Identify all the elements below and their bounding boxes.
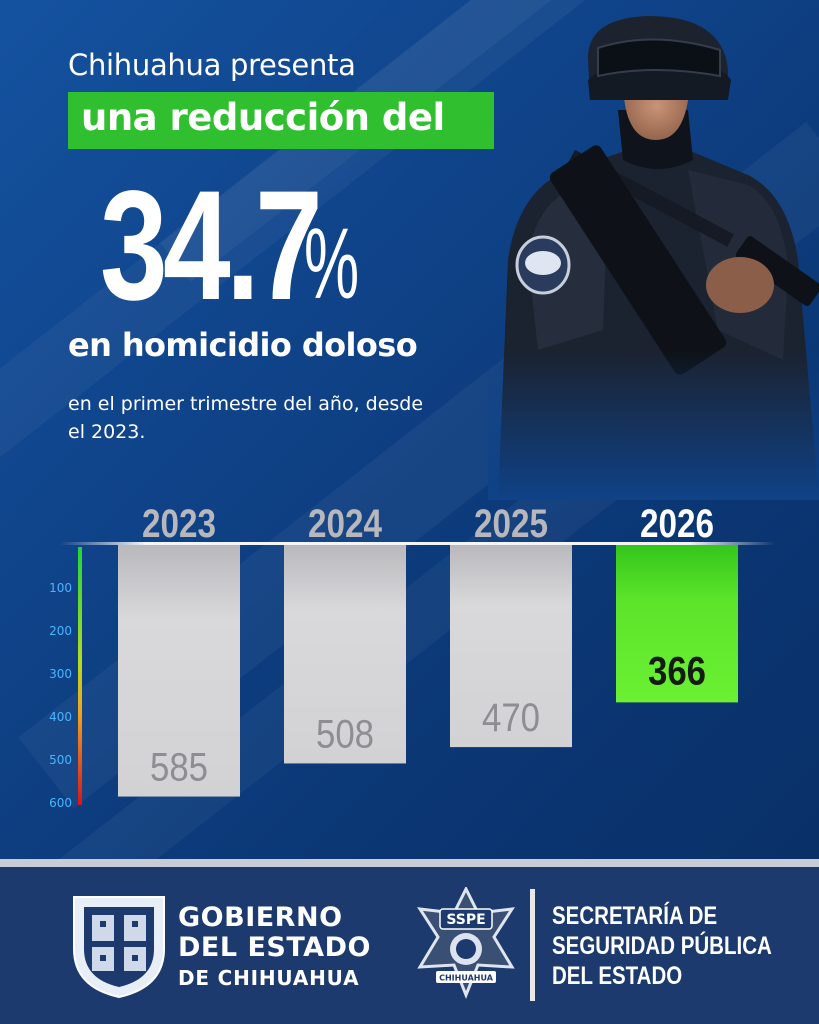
secretariat-wordmark: SECRETARÍA DE SEGURIDAD PÚBLICA DEL ESTA… [552, 901, 772, 991]
hero-panel: Chihuahua presenta una reducción del 34.… [0, 0, 819, 860]
sec-line-2: SEGURIDAD PÚBLICA [552, 932, 772, 960]
period-note: en el primer trimestre del año, desde el… [68, 393, 424, 443]
bar-2023 [118, 545, 240, 797]
gov-line-3: DE CHIHUAHUA [178, 966, 360, 990]
value-label-2024: 508 [316, 712, 374, 756]
value-label-2026: 366 [648, 649, 706, 693]
category-label-2025: 2025 [474, 502, 548, 546]
officer-photo [488, 0, 819, 500]
gov-line-2: DEL ESTADO [178, 932, 371, 963]
y-tick-label: 300 [49, 667, 72, 681]
value-label-2025: 470 [482, 696, 540, 740]
y-tick-label: 200 [49, 624, 72, 638]
bar-2025 [450, 545, 572, 748]
badge-text: SSPE [446, 912, 485, 928]
y-axis-color-scale [78, 547, 82, 805]
bar-2024 [284, 545, 406, 764]
category-label-2024: 2024 [308, 502, 383, 546]
category-label-2026: 2026 [640, 502, 714, 546]
y-tick-label: 100 [49, 581, 72, 595]
chart-baseline [60, 542, 775, 545]
footer-divider [0, 859, 819, 867]
y-tick-label: 500 [49, 753, 72, 767]
y-tick-label: 600 [49, 796, 72, 810]
bar-2026 [616, 545, 738, 703]
category-label-2023: 2023 [142, 502, 216, 546]
value-label-2023: 585 [150, 746, 208, 790]
government-wordmark: GOBIERNO DEL ESTADO DE CHIHUAHUA [178, 903, 371, 993]
sec-line-1: SECRETARÍA DE [552, 902, 718, 930]
sspe-badge-icon: SSPE CHIHUAHUA [417, 887, 515, 1000]
footer: GOBIERNO DEL ESTADO DE CHIHUAHUA SSPE CH… [0, 867, 819, 1024]
headline-topic: en homicidio doloso [68, 326, 418, 364]
headline-banner-text: una reducción del [81, 96, 445, 139]
gov-line-1: GOBIERNO [178, 902, 343, 933]
footer-separator [530, 889, 535, 1001]
badge-ribbon-text: CHIHUAHUA [439, 974, 494, 983]
headline-intro: Chihuahua presenta [68, 48, 356, 82]
y-tick-label: 400 [49, 710, 72, 724]
percent-sign: % [304, 208, 360, 320]
sec-line-3: DEL ESTADO [552, 962, 683, 990]
reduction-percent-value: 34.7 [100, 159, 323, 333]
homicide-bar-chart: 100 200 300 400 500 600 2023 585 2024 508 2025 470… [49, 502, 775, 810]
state-seal-icon [73, 896, 165, 999]
headline-banner: una reducción del [68, 92, 494, 149]
